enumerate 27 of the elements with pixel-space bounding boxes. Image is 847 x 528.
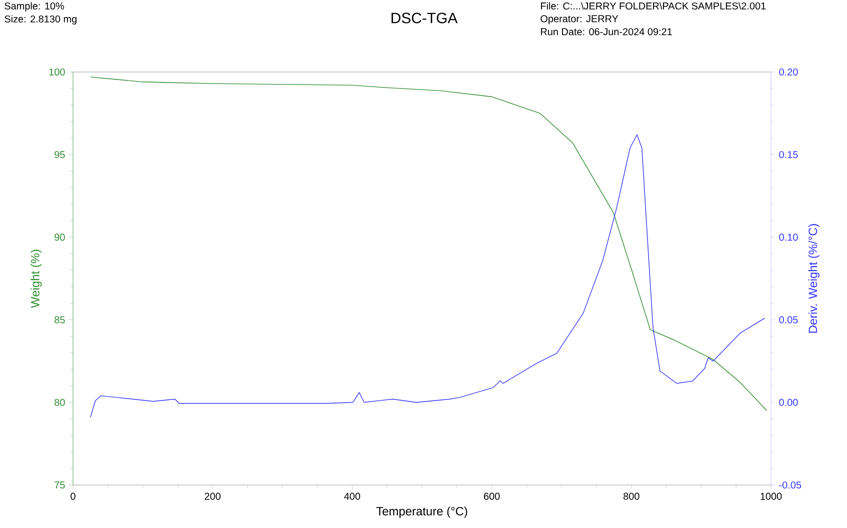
y-tick-label: 75 [54, 482, 65, 488]
text: Operator: JERRY [540, 15, 618, 24]
x-tick-label: 600 [484, 492, 500, 500]
y2-tick-label: 0.10 [779, 234, 798, 241]
y-tick-label: 95 [54, 151, 65, 158]
x-tick-label: 0 [70, 492, 76, 500]
y-tick-label: 100 [49, 68, 65, 76]
y2-tick-label: -0.05 [779, 481, 802, 489]
y-axis-title: Weight (%) [30, 250, 42, 308]
text: Sample: 10% [4, 2, 64, 12]
text: File: C:...\JERRY FOLDER\PACK SAMPLES\2.001 [541, 2, 766, 10]
x-tick-label: 400 [344, 492, 360, 500]
y2-axis-title: Deriv. Weight (%/°C) [808, 224, 820, 333]
y2-tick-label: 0.20 [779, 68, 798, 76]
y2-tick-label: 0.00 [779, 398, 798, 406]
y-tick-label: 90 [54, 234, 65, 241]
text: Size: 2.8130 mg [4, 15, 76, 24]
x-tick-label: 200 [204, 492, 221, 500]
x-tick-label: 800 [624, 492, 640, 500]
y2-tick-label: 0.05 [779, 316, 798, 324]
y-tick-label: 85 [54, 316, 65, 324]
x-tick-label: 1000 [760, 492, 782, 500]
text: Run Date: 06-Jun-2024 09:21 [541, 28, 672, 36]
y-tick-label: 80 [54, 398, 65, 406]
x-axis-title: Temperature (°C) [376, 506, 468, 518]
chart-title: DSC-TGA [392, 12, 458, 24]
y2-tick-label: 0.15 [779, 151, 798, 158]
